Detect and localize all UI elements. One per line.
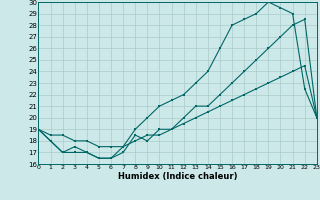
X-axis label: Humidex (Indice chaleur): Humidex (Indice chaleur)	[118, 172, 237, 181]
